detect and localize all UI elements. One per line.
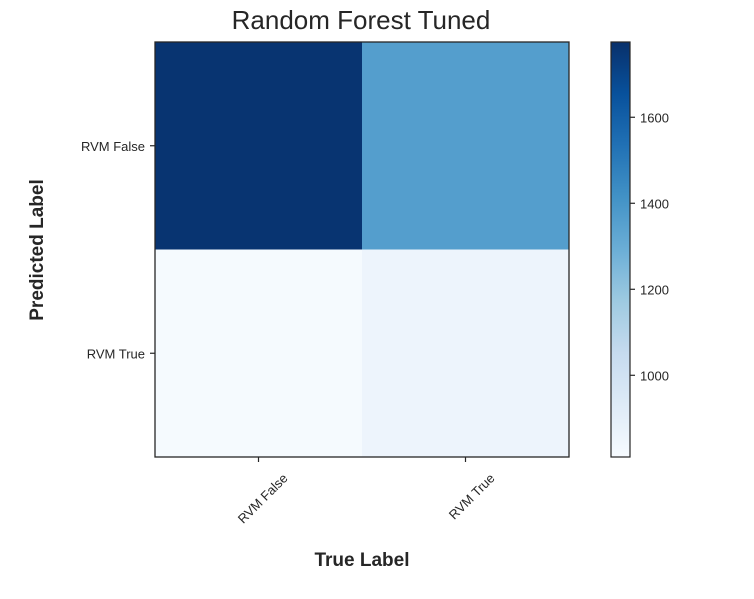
- y-tick-labels: RVM False RVM True: [81, 139, 155, 361]
- y-axis-label: Predicted Label: [27, 179, 48, 321]
- colorbar-ticks: 1000 1200 1400 1600: [630, 110, 669, 383]
- heatmap-cells: [155, 42, 570, 458]
- heatmap-cell: [155, 42, 363, 250]
- y-tick-label: RVM False: [81, 139, 145, 154]
- x-tick-label: RVM False: [235, 471, 291, 527]
- colorbar-tick-label: 1200: [640, 282, 669, 297]
- heatmap-cell: [362, 42, 570, 250]
- y-tick-label: RVM True: [87, 346, 145, 361]
- colorbar-tick-label: 1600: [640, 110, 669, 125]
- x-axis-label: True Label: [314, 550, 409, 571]
- colorbar: [610, 41, 631, 458]
- colorbar-tick-label: 1400: [640, 196, 669, 211]
- chart-title: Random Forest Tuned: [232, 5, 491, 35]
- x-tick-labels: RVM False RVM True: [235, 457, 498, 526]
- heatmap-cell: [155, 249, 363, 458]
- heatmap-cell: [362, 249, 570, 458]
- x-tick-label: RVM True: [446, 471, 498, 523]
- plot-frame: [154, 41, 570, 458]
- colorbar-tick-label: 1000: [640, 368, 669, 383]
